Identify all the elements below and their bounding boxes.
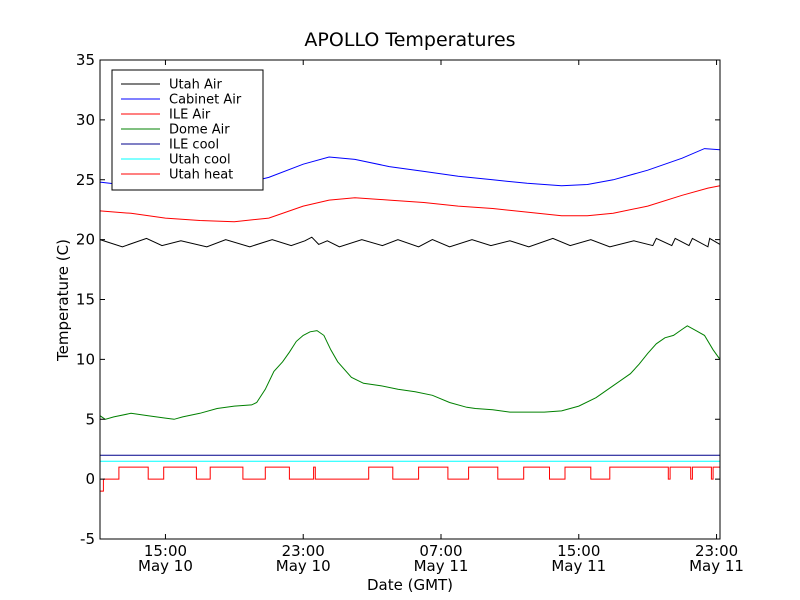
x-tick-date-label: May 11 xyxy=(689,557,744,575)
y-tick-label: 35 xyxy=(76,51,95,69)
y-tick-label: 0 xyxy=(85,470,95,488)
chart-title: APOLLO Temperatures xyxy=(304,29,515,51)
series-line-dome-air xyxy=(99,325,721,420)
y-tick-label: 20 xyxy=(76,231,95,249)
y-tick-label: 5 xyxy=(85,410,95,428)
legend-label: Utah cool xyxy=(169,153,231,168)
y-tick-label: 25 xyxy=(76,171,95,189)
x-tick-time-label: 07:00 xyxy=(419,542,462,560)
x-tick-date-label: May 10 xyxy=(276,557,331,575)
legend-label: Dome Air xyxy=(169,123,230,138)
y-axis-label: Temperature (C) xyxy=(54,239,72,362)
series-line-utah-heat xyxy=(100,466,720,492)
x-tick-time-label: 15:00 xyxy=(144,542,187,560)
legend-box xyxy=(111,69,264,191)
legend-label: Utah Air xyxy=(169,78,222,93)
y-axis: -5 0 5 10 15 20 25 30 35 xyxy=(76,51,720,548)
x-tick-date-label: May 10 xyxy=(138,557,193,575)
series-line-ile-air xyxy=(99,185,721,223)
y-tick-label: -5 xyxy=(80,530,95,548)
y-tick-label: 30 xyxy=(76,111,95,129)
y-tick-label: 10 xyxy=(76,350,95,368)
x-tick-time-label: 23:00 xyxy=(695,542,738,560)
x-tick-time-label: 23:00 xyxy=(282,542,325,560)
legend-label: Cabinet Air xyxy=(169,93,242,108)
x-tick-time-label: 15:00 xyxy=(557,542,600,560)
x-tick-date-label: May 11 xyxy=(551,557,606,575)
y-tick-label: 15 xyxy=(76,291,95,309)
series-line-utah-air xyxy=(99,236,721,248)
x-axis-label: Date (GMT) xyxy=(367,576,453,594)
x-tick-date-label: May 11 xyxy=(414,557,469,575)
legend-label: Utah heat xyxy=(169,168,233,183)
legend-label: ILE Air xyxy=(169,108,211,123)
legend-label: ILE cool xyxy=(169,138,219,153)
